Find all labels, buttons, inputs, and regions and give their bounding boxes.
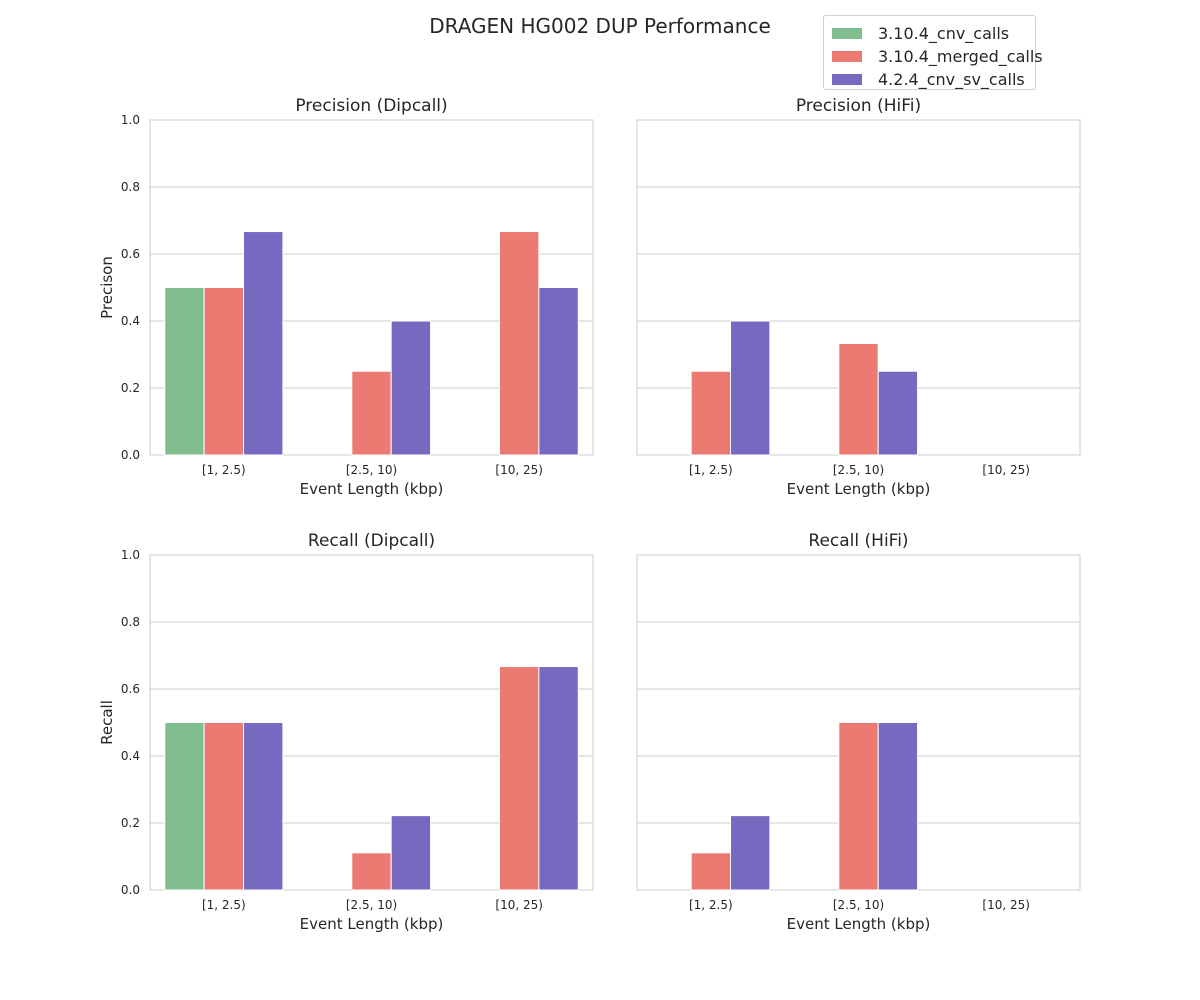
legend-label-merged-calls: 3.10.4_merged_calls [878,46,1043,66]
legend-item-cnv-calls: 3.10.4_cnv_calls [832,22,1009,44]
panel-3-x-tick-label: [2.5, 10) [346,898,397,912]
panel-1-bar-3-10-4-merged-calls-2 [351,370,392,456]
panel-1-y-axis-label: Precison [98,256,116,319]
panel-1-bar-3-10-4-merged-calls-1 [203,287,245,456]
panel-3-y-tick-label: 0.4 [121,749,140,763]
panel-2-bar-4-2-4-cnv-sv-calls-2 [877,370,919,456]
panel-4-x-tick-label: [10, 25) [982,898,1030,912]
panel-2-title: Precision (HiFi) [796,96,921,116]
panel-3-y-tick-label: 0.6 [121,682,140,696]
panel-3-y-tick-label: 0.0 [121,883,140,897]
panel-1-x-axis-label: Event Length (kbp) [300,480,444,498]
legend-item-merged-calls: 3.10.4_merged_calls [832,45,1043,67]
panel-1-bar-3-10-4-merged-calls-3 [498,231,540,456]
panel-4-x-axis-label: Event Length (kbp) [787,915,931,933]
panel-1-x-tick-label: [10, 25) [495,463,543,477]
panel-3-bar-4-2-4-cnv-sv-calls-3 [538,666,579,891]
panel-4-axes-frame [636,554,1081,891]
panel-1-title: Precision (Dipcall) [295,96,447,116]
panel-1-bar-4-2-4-cnv-sv-calls-1 [243,231,284,456]
panel-1-y-tick-label: 0.8 [121,180,140,194]
panel-2-x-tick-label: [2.5, 10) [833,463,884,477]
panel-2-bar-3-10-4-merged-calls-1 [690,370,732,456]
panel-4-bar-3-10-4-merged-calls-1 [690,852,732,891]
panel-2-x-tick-label: [1, 2.5) [689,463,733,477]
panel-3-bar-3-10-4-merged-calls-2 [351,852,392,891]
panel-1-x-tick-label: [2.5, 10) [346,463,397,477]
panel-3-y-tick-label: 0.2 [121,816,140,830]
panel-1-y-tick-label: 0.4 [121,314,140,328]
panel-4-title: Recall (HiFi) [808,531,908,551]
panel-1-bar-4-2-4-cnv-sv-calls-2 [390,320,432,456]
panel-4-x-tick-label: [1, 2.5) [689,898,733,912]
legend-item-cnv-sv-calls: 4.2.4_cnv_sv_calls [832,68,1025,90]
panel-1-x-tick-label: [1, 2.5) [202,463,246,477]
panel-2-bar-4-2-4-cnv-sv-calls-1 [730,320,771,456]
legend-swatch-cnv-sv-calls [832,73,862,85]
panel-3-x-axis-label: Event Length (kbp) [300,915,444,933]
panel-1-y-tick-label: 0.2 [121,381,140,395]
panel-3-y-tick-label: 0.8 [121,615,140,629]
panel-3-bar-3-10-4-cnv-calls-1 [164,722,205,891]
panel-3-title: Recall (Dipcall) [308,531,435,551]
panel-3-y-tick-label: 1.0 [121,548,140,562]
panel-3-bar-3-10-4-merged-calls-1 [203,722,245,891]
panel-1-bar-3-10-4-cnv-calls-1 [164,287,205,456]
panel-4-bar-4-2-4-cnv-sv-calls-1 [730,815,771,891]
panel-1-y-tick-label: 0.6 [121,247,140,261]
panel-3-bar-3-10-4-merged-calls-3 [498,666,540,891]
panel-3-axes-frame [149,554,594,891]
panel-1-bar-4-2-4-cnv-sv-calls-3 [538,287,579,456]
panel-3-bar-4-2-4-cnv-sv-calls-2 [390,815,432,891]
panel-4-bar-4-2-4-cnv-sv-calls-2 [877,722,919,891]
panel-2-x-axis-label: Event Length (kbp) [787,480,931,498]
panel-1-y-tick-label: 1.0 [121,113,140,127]
panel-1-y-tick-label: 0.0 [121,448,140,462]
panel-3-y-axis-label: Recall [98,700,116,745]
legend-label-cnv-calls: 3.10.4_cnv_calls [878,23,1010,43]
legend-label-cnv-sv-calls: 4.2.4_cnv_sv_calls [878,69,1025,89]
legend-swatch-merged-calls [832,50,862,62]
legend-swatch-cnv-calls [832,27,862,39]
panel-2-x-tick-label: [10, 25) [982,463,1030,477]
panel-2-axes-frame [636,119,1081,456]
panel-2-bar-3-10-4-merged-calls-2 [838,342,879,456]
panel-1-axes-frame [149,119,594,456]
figure-title: DRAGEN HG002 DUP Performance [429,14,771,38]
panel-4-x-tick-label: [2.5, 10) [833,898,884,912]
panel-4-bar-3-10-4-merged-calls-2 [838,722,879,891]
panel-3-x-tick-label: [1, 2.5) [202,898,246,912]
panel-3-x-tick-label: [10, 25) [495,898,543,912]
legend: 3.10.4_cnv_calls 3.10.4_merged_calls 4.2… [823,15,1043,90]
panel-3-bar-4-2-4-cnv-sv-calls-1 [243,722,284,891]
